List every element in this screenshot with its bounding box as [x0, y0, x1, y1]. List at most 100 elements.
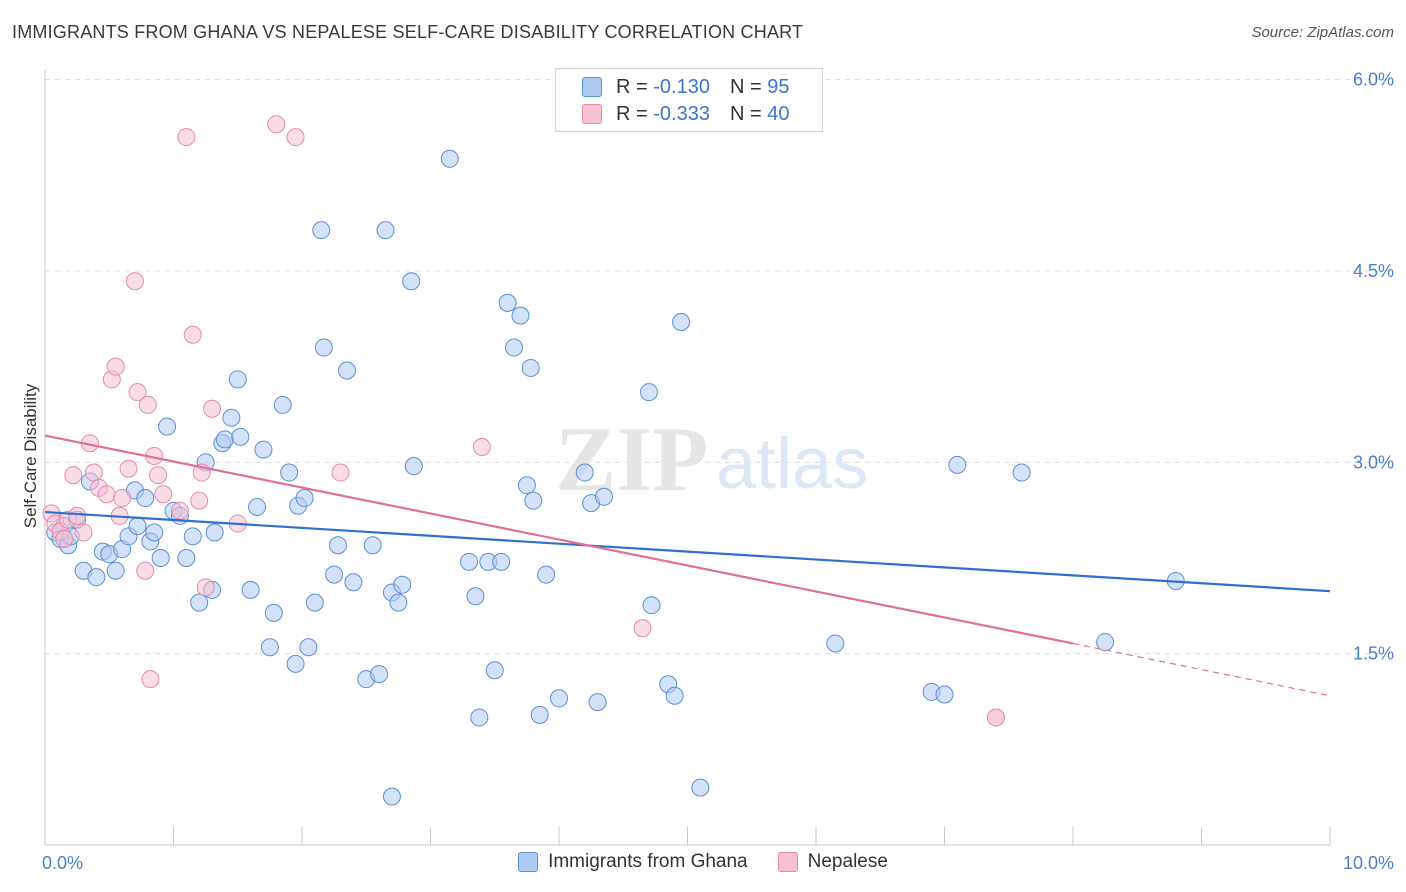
- nepal-point: [633, 619, 652, 638]
- ghana-point: [312, 221, 331, 240]
- legend-row-nepal: R = -0.333 N = 40: [582, 101, 789, 127]
- nepal-point: [113, 489, 132, 508]
- ghana-point: [393, 575, 412, 594]
- ghana-point: [948, 455, 967, 474]
- legend-n-label: N =: [729, 102, 762, 125]
- legend-n-value: 40: [767, 102, 790, 125]
- legend-n-label: N =: [729, 75, 762, 98]
- stats-legend: R = -0.130 N = 95 R = -0.333 N = 40: [555, 68, 823, 132]
- legend-r-label: R =: [616, 75, 648, 98]
- legend-item-ghana[interactable]: Immigrants from Ghana: [518, 851, 748, 873]
- nepal-point: [74, 523, 93, 542]
- ghana-point: [517, 476, 536, 495]
- trend-lines: [44, 434, 1331, 697]
- ghana-point: [205, 523, 224, 542]
- nepal-point: [183, 325, 202, 344]
- x-tick-label: 10.0%: [1343, 853, 1394, 873]
- ghana-point: [672, 313, 691, 332]
- ghana-point: [826, 634, 845, 653]
- legend-row-ghana: R = -0.130 N = 95: [582, 74, 789, 100]
- legend-r-label: R =: [616, 102, 648, 125]
- ghana-point: [325, 565, 344, 584]
- nepal-point: [138, 395, 157, 414]
- ghana-point: [231, 427, 250, 446]
- ghana-point: [158, 417, 177, 436]
- y-tick-label: 1.5%: [1353, 644, 1394, 664]
- ghana-point: [530, 705, 549, 724]
- ghana-point: [521, 358, 540, 377]
- ghana-point: [1096, 633, 1115, 652]
- nepal-point: [331, 463, 350, 482]
- y-tick-label: 4.5%: [1353, 261, 1394, 281]
- series-legend: Immigrants from Ghana Nepalese: [0, 851, 1406, 873]
- ghana-point: [594, 487, 613, 506]
- tick-labels: 1.5% 3.0% 4.5% 6.0% 0.0% 10.0%: [42, 70, 1394, 873]
- ghana-point: [460, 552, 479, 571]
- ghana-points: [46, 149, 1185, 806]
- nepal-point: [97, 485, 116, 504]
- ghana-swatch: [518, 852, 539, 872]
- nepal-trend-line: [44, 434, 1074, 645]
- nepal-point: [55, 529, 74, 548]
- axes: [44, 70, 1331, 846]
- ghana-point: [295, 489, 314, 508]
- x-tick-label: 0.0%: [42, 853, 83, 873]
- source-label: Source: ZipAtlas.com: [1251, 24, 1394, 41]
- ghana-point: [665, 686, 684, 705]
- ghana-point: [485, 661, 504, 680]
- ghana-point: [177, 549, 196, 567]
- ghana-point: [389, 593, 408, 612]
- ghana-point: [382, 787, 401, 806]
- ghana-point: [588, 693, 607, 712]
- ghana-point: [314, 338, 333, 357]
- nepal-point: [119, 459, 138, 478]
- ghana-point: [264, 603, 283, 622]
- legend-r-value: -0.333: [653, 102, 710, 125]
- nepal-point: [154, 485, 173, 504]
- ghana-point: [128, 517, 147, 536]
- ghana-point: [575, 463, 594, 482]
- y-axis-label: Self-Care Disability: [21, 383, 40, 528]
- ghana-point: [87, 568, 106, 587]
- nepal-point: [196, 578, 215, 597]
- ghana-point: [328, 536, 347, 555]
- ghana-point: [363, 536, 382, 555]
- legend-n-value: 95: [767, 75, 790, 98]
- nepal-point: [68, 506, 87, 525]
- ghana-point: [183, 527, 202, 546]
- nepal-point: [136, 561, 155, 580]
- legend-r-value: -0.130: [653, 75, 710, 98]
- nepal-point: [141, 670, 160, 689]
- ghana-point: [273, 395, 292, 414]
- nepal-point: [986, 708, 1005, 727]
- ghana-point: [550, 689, 568, 708]
- ghana-point: [524, 491, 543, 510]
- ghana-point: [228, 370, 247, 389]
- nepal-swatch: [777, 852, 798, 872]
- ghana-point: [254, 440, 273, 459]
- nepal-point: [149, 466, 168, 485]
- ghana-point: [537, 565, 556, 584]
- nepal-point: [203, 399, 222, 418]
- ghana-point: [691, 778, 710, 797]
- nepal-point: [106, 357, 125, 376]
- nepal-point: [267, 115, 286, 134]
- nepal-trend-extension: [1072, 642, 1331, 697]
- gridlines: [45, 79, 1392, 655]
- ghana-point: [1012, 463, 1031, 482]
- ghana-point: [935, 685, 954, 704]
- ghana-point: [505, 338, 524, 357]
- ghana-point: [136, 489, 155, 508]
- ghana-point: [248, 497, 267, 516]
- ghana-point: [260, 638, 279, 657]
- ghana-point: [370, 665, 389, 684]
- ghana-point: [402, 272, 421, 291]
- ghana-point: [470, 708, 489, 727]
- ghana-point: [299, 638, 318, 657]
- legend-item-nepal[interactable]: Nepalese: [777, 851, 888, 873]
- legend-item-label: Nepalese: [807, 851, 888, 872]
- ghana-point: [404, 457, 423, 476]
- ghana-point: [492, 552, 511, 571]
- ghana-point: [241, 580, 260, 599]
- chart-title: IMMIGRANTS FROM GHANA VS NEPALESE SELF-C…: [12, 22, 804, 42]
